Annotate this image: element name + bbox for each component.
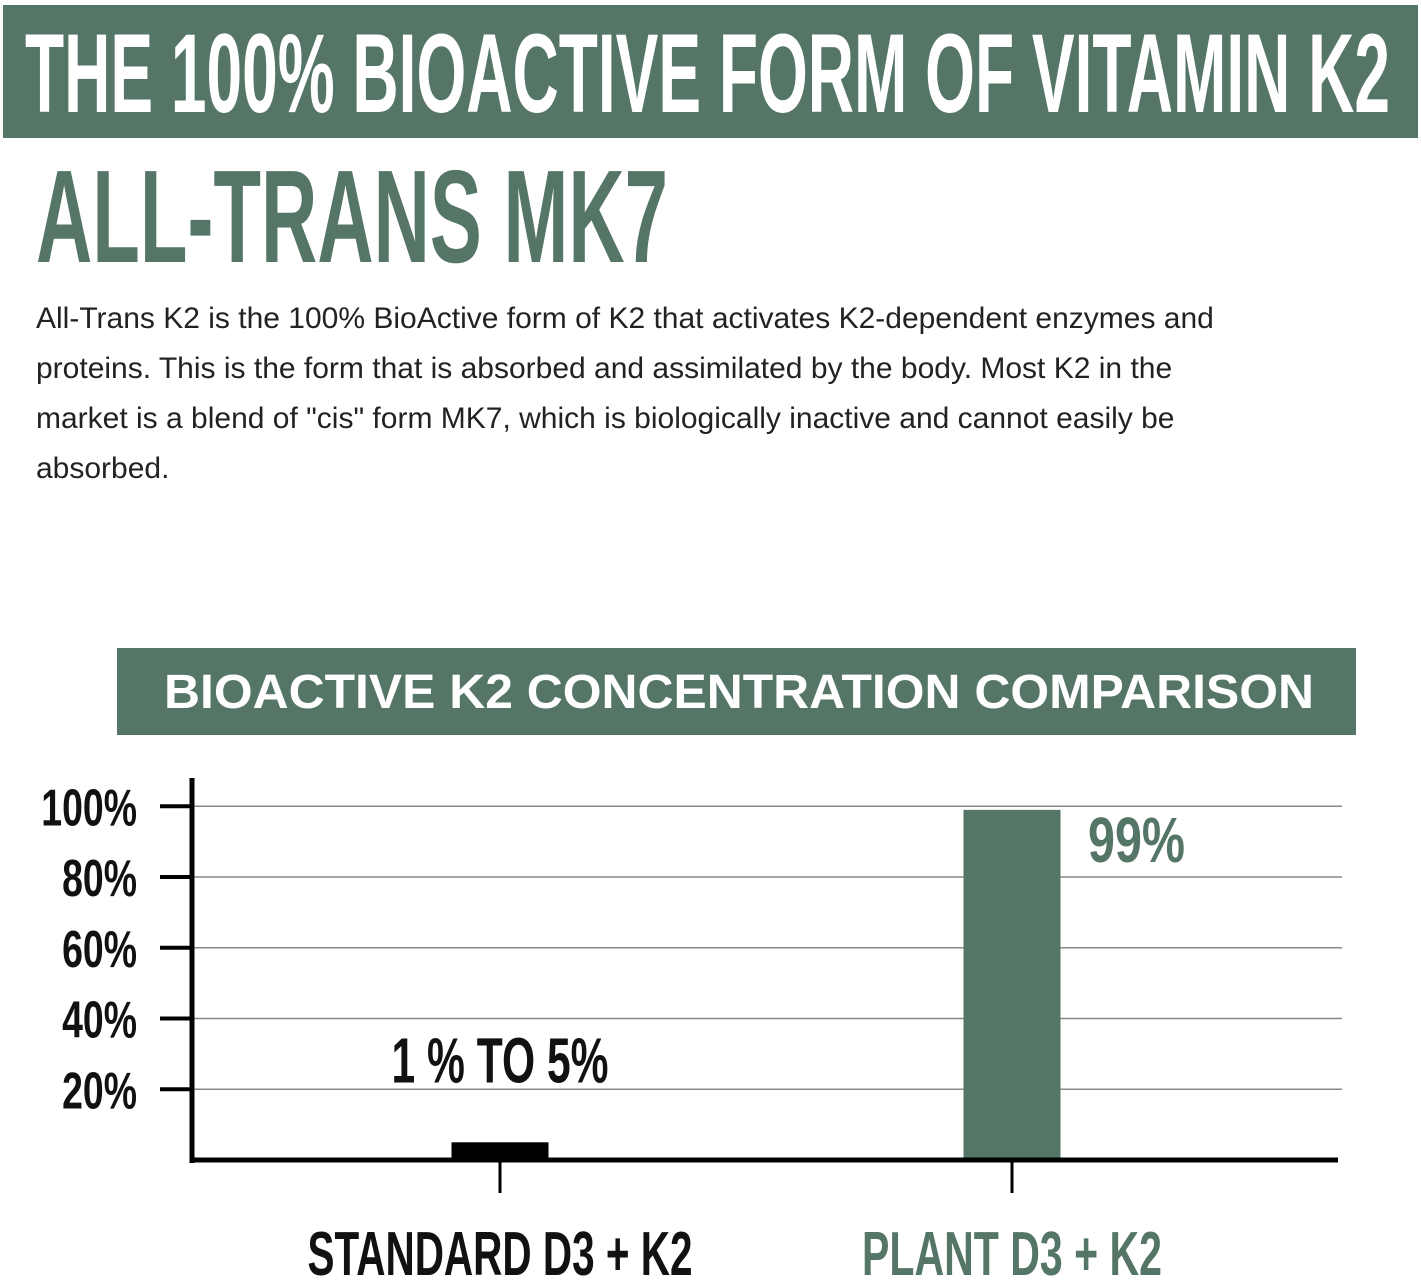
y-tick-label: 80% xyxy=(62,849,137,908)
header-band xyxy=(3,5,1418,138)
description-line: All-Trans K2 is the 100% BioActive form … xyxy=(36,302,1214,335)
x-tick-label: PLANT D3 + K2 xyxy=(862,1220,1162,1283)
x-tick-label: STANDARD D3 + K2 xyxy=(308,1220,693,1283)
description-line: absorbed. xyxy=(36,452,169,485)
bar xyxy=(451,1142,549,1160)
page-subtitle: ALL-TRANS MK7 xyxy=(36,143,668,290)
y-tick-label: 60% xyxy=(62,920,137,979)
value-label: 99% xyxy=(1088,804,1185,876)
value-label: 1 % TO 5% xyxy=(392,1024,609,1096)
chart-title: BIOACTIVE K2 CONCENTRATION COMPARISON xyxy=(164,666,1314,719)
chart-title-band xyxy=(117,648,1356,735)
y-tick-label: 100% xyxy=(41,778,137,837)
bar xyxy=(963,809,1061,1160)
description-line: market is a blend of "cis" form MK7, whi… xyxy=(36,402,1175,435)
page-title: THE 100% BIOACTIVE FORM OF VITAMIN K2 xyxy=(25,11,1390,136)
description-line: proteins. This is the form that is absor… xyxy=(36,352,1172,385)
y-tick-label: 40% xyxy=(62,990,137,1049)
y-tick-label: 20% xyxy=(62,1061,137,1120)
